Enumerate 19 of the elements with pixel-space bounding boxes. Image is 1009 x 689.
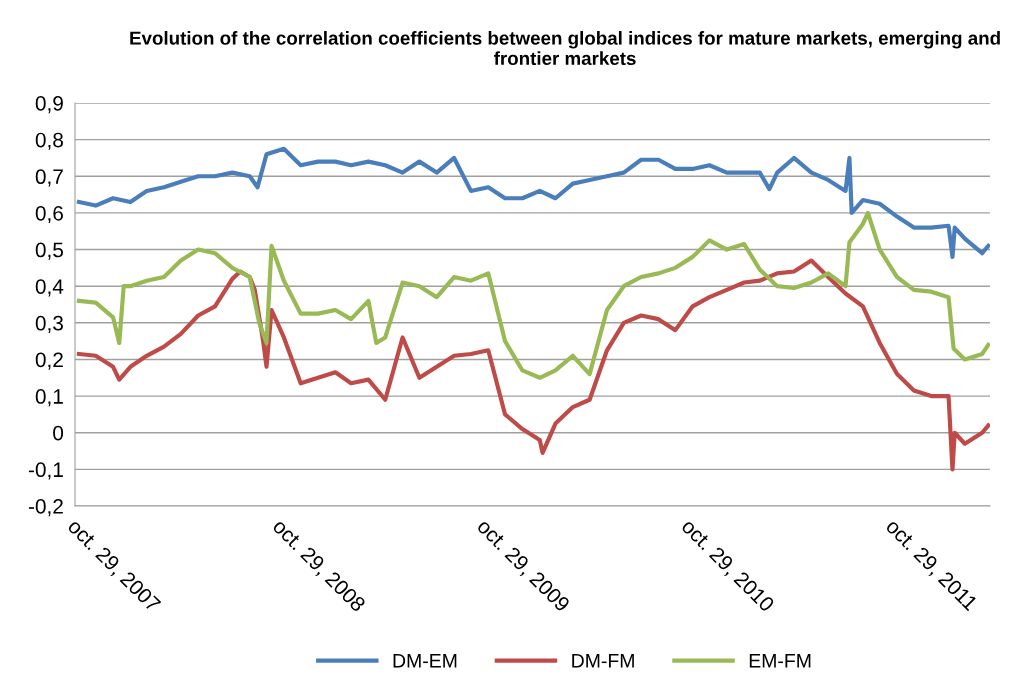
legend-label: EM-FM	[749, 654, 811, 668]
y-tick-label: 0,5	[35, 242, 64, 260]
y-tick-label: -0,1	[28, 462, 63, 480]
y-tick-label: 0,1	[35, 389, 63, 407]
y-tick-label: 0,6	[35, 205, 63, 224]
legend-label: DM-FM	[572, 654, 634, 668]
y-tick-label: -0,2	[28, 499, 63, 517]
y-tick-label: 0,8	[35, 132, 63, 150]
legend-label: DM-EM	[393, 654, 457, 668]
line-series	[76, 146, 990, 259]
y-tick-label: 0,7	[35, 169, 63, 187]
y-tick-label: 0,9	[35, 96, 63, 114]
y-tick-label: 0,4	[35, 279, 64, 297]
line-series	[76, 210, 990, 380]
line-series	[76, 258, 990, 472]
y-tick-label: 0,2	[35, 352, 63, 370]
y-tick-label: 0	[53, 425, 64, 441]
y-tick-label: 0,3	[35, 315, 63, 334]
chart-title: Evolution of the correlation coefficients between global indices for mature markets, emerging and frontier markets	[130, 31, 1000, 66]
